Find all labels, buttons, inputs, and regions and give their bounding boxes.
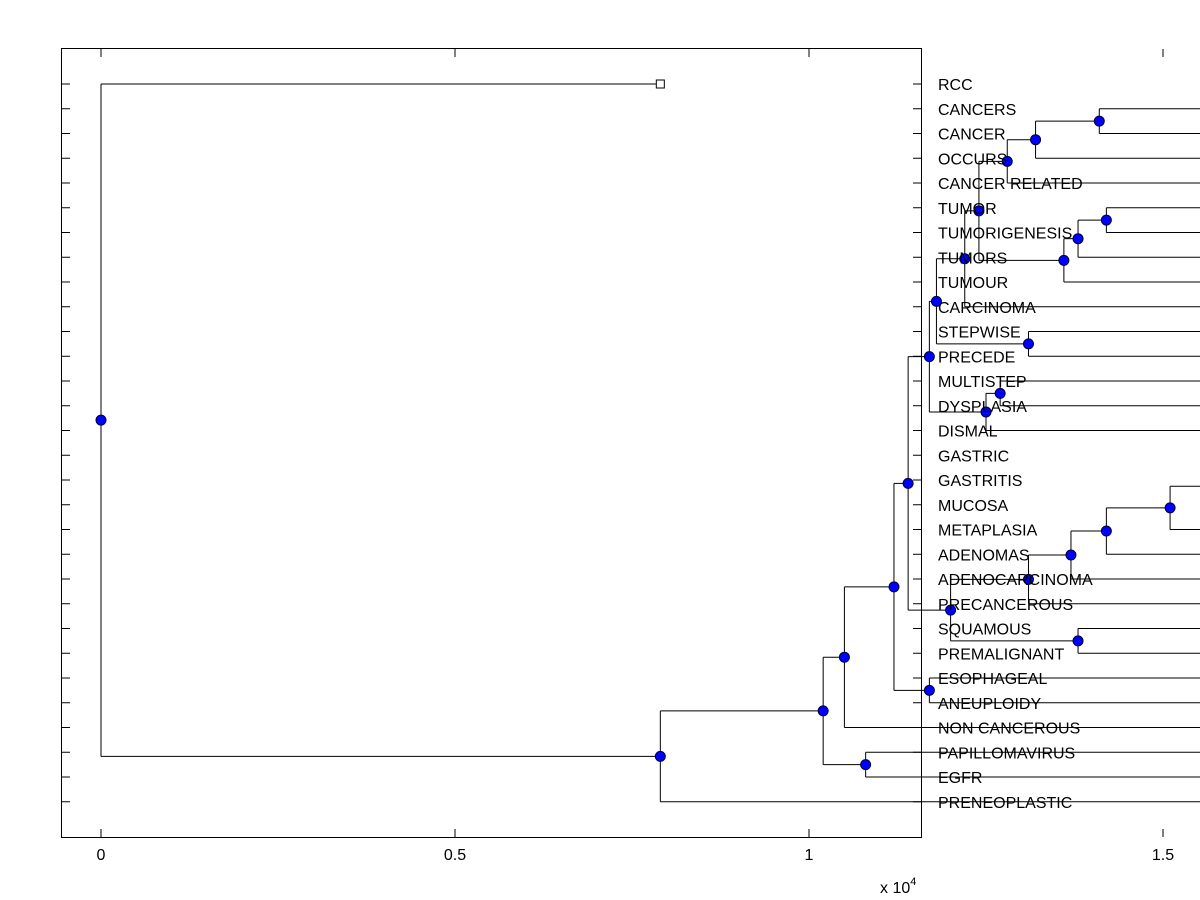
- x-tick-labels: 00.511.52: [97, 847, 1175, 864]
- leaf-label: ADENOMAS: [938, 547, 1030, 564]
- internal-node-marker: [1072, 233, 1084, 245]
- leaf-label: TUMORS: [938, 250, 1007, 267]
- internal-node-marker: [902, 477, 914, 489]
- leaf-marker: [655, 79, 665, 89]
- exponent-power: 4: [910, 876, 916, 888]
- leaf-label: MUCOSA: [938, 498, 1009, 515]
- internal-node-marker: [95, 414, 107, 426]
- leaf-label: PRECANCEROUS: [938, 597, 1073, 614]
- leaf-label: CANCER RELATED: [938, 176, 1083, 193]
- leaf-label: ADENOCARCINOMA: [938, 572, 1093, 589]
- leaf-label: TUMOUR: [938, 275, 1008, 292]
- internal-node-markers: [95, 115, 1176, 771]
- x-tick-label: 0: [97, 847, 106, 864]
- internal-node-marker: [860, 759, 872, 771]
- internal-node-marker: [980, 406, 992, 418]
- internal-node-marker: [1164, 502, 1176, 514]
- leaf-label: PRENEOPLASTIC: [938, 795, 1072, 812]
- leaf-labels: RCC CANCERS CANCER OCCURS CANCER RELATED TUMO…: [938, 77, 1093, 812]
- internal-node-marker: [654, 750, 666, 762]
- internal-node-marker: [1001, 155, 1013, 167]
- internal-node-marker: [973, 205, 985, 217]
- leaf-label: EGFR: [938, 770, 982, 787]
- leaf-label: TUMORIGENESIS: [938, 226, 1072, 243]
- internal-node-marker: [959, 253, 971, 265]
- internal-node-marker: [1100, 525, 1112, 537]
- leaf-label: RCC: [938, 77, 973, 94]
- leaf-label: GASTRITIS: [938, 473, 1022, 490]
- internal-node-marker: [945, 604, 957, 616]
- leaf-label: DISMAL: [938, 424, 998, 441]
- x-axis-exponent: x 104: [880, 876, 916, 897]
- internal-node-marker: [1030, 134, 1042, 146]
- leaf-markers: [655, 79, 665, 89]
- leaf-label: PAPILLOMAVIRUS: [938, 745, 1075, 762]
- internal-node-marker: [994, 387, 1006, 399]
- leaf-label: ESOPHAGEAL: [938, 671, 1047, 688]
- leaf-label: CANCERS: [938, 102, 1016, 119]
- plot-frame: [61, 48, 922, 838]
- internal-node-marker: [923, 351, 935, 363]
- leaf-label: TUMOR: [938, 201, 997, 218]
- leaf-label: MULTISTEP: [938, 374, 1027, 391]
- internal-node-marker: [1093, 115, 1105, 127]
- internal-node-marker: [1022, 338, 1034, 350]
- internal-node-marker: [838, 651, 850, 663]
- x-tick-label: 1: [805, 847, 814, 864]
- x-tick-label: 0.5: [444, 847, 466, 864]
- x-tick-label: 1.5: [1152, 847, 1174, 864]
- leaf-label: STEPWISE: [938, 325, 1021, 342]
- internal-node-marker: [888, 581, 900, 593]
- internal-node-marker: [1058, 254, 1070, 266]
- leaf-label: GASTRIC: [938, 448, 1009, 465]
- internal-node-marker: [923, 684, 935, 696]
- internal-node-marker: [1100, 214, 1112, 226]
- internal-node-marker: [1065, 549, 1077, 561]
- exponent-base: x 10: [880, 880, 910, 897]
- axis-ticks: [62, 49, 1164, 837]
- leaf-label: ANEUPLOIDY: [938, 696, 1041, 713]
- leaf-label: METAPLASIA: [938, 523, 1038, 540]
- leaf-label: CARCINOMA: [938, 300, 1036, 317]
- leaf-label: SQUAMOUS: [938, 622, 1031, 639]
- leaf-label: PRECEDE: [938, 349, 1015, 366]
- leaf-label: PREMALIGNANT: [938, 646, 1064, 663]
- leaf-label: CANCER: [938, 127, 1006, 144]
- leaf-label: DYSPLASIA: [938, 399, 1027, 416]
- leaf-label: NON CANCEROUS: [938, 721, 1080, 738]
- leaf-label: OCCURS: [938, 151, 1007, 168]
- internal-node-marker: [1072, 635, 1084, 647]
- internal-node-marker: [1022, 573, 1034, 585]
- internal-node-marker: [817, 705, 829, 717]
- internal-node-marker: [930, 295, 942, 307]
